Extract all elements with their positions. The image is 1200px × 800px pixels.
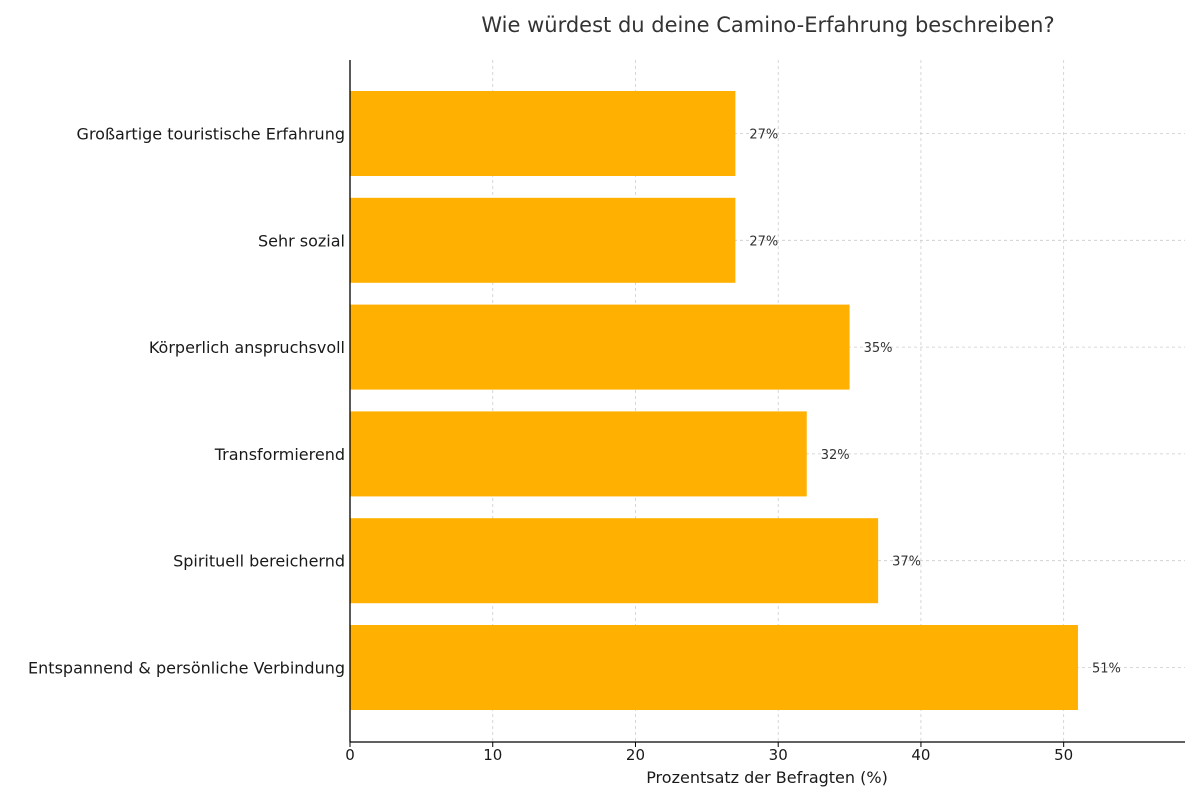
category-label: Sehr sozial	[258, 231, 345, 250]
axes	[349, 60, 1185, 743]
x-tick-label: 10	[483, 746, 502, 764]
value-label: 37%	[892, 555, 921, 570]
category-labels: Großartige touristische Erfahrung Sehr so…	[28, 125, 345, 678]
category-label: Entspannend & persönliche Verbindung	[28, 659, 345, 678]
value-label: 27%	[749, 128, 778, 143]
category-label: Spirituell bereichernd	[173, 552, 345, 571]
category-label: Körperlich anspruchsvoll	[149, 338, 345, 357]
bar	[350, 625, 1078, 710]
value-label: 51%	[1092, 662, 1121, 677]
category-label: Transformierend	[214, 445, 345, 464]
bar	[350, 197, 736, 283]
x-tick-label: 20	[626, 746, 645, 764]
x-tick-label: 30	[769, 746, 788, 764]
x-tick-label: 0	[345, 746, 355, 764]
bar	[350, 411, 807, 497]
value-label: 32%	[821, 448, 850, 463]
x-tick-label: 40	[911, 746, 930, 764]
category-label: Großartige touristische Erfahrung	[77, 125, 345, 144]
x-tick-label: 50	[1054, 746, 1073, 764]
value-label: 35%	[864, 341, 893, 356]
x-axis-label: Prozentsatz der Befragten (%)	[646, 768, 888, 787]
bar	[350, 518, 879, 604]
bars	[350, 91, 1078, 710]
bar	[350, 304, 850, 390]
value-label: 27%	[749, 234, 778, 249]
x-ticks: 0 10 20 30 40 50	[345, 742, 1073, 764]
value-labels: 27% 27% 35% 32% 37% 51%	[749, 128, 1120, 677]
bar	[350, 91, 736, 176]
chart-title: Wie würdest du deine Camino-Erfahrung be…	[481, 13, 1054, 37]
